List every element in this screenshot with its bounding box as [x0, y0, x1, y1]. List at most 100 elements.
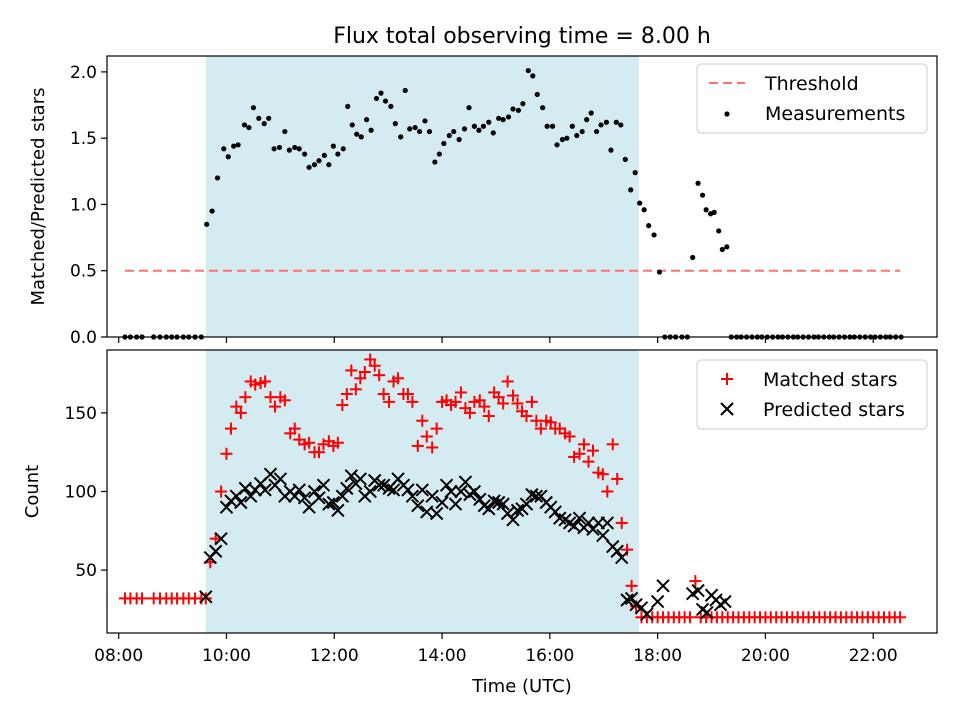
matched-star-point — [401, 388, 414, 401]
measurement-point — [520, 101, 526, 107]
measurement-point — [656, 269, 663, 275]
top-ytick-label: 0.0 — [70, 328, 97, 348]
matched-star-point — [582, 455, 595, 468]
measurement-point — [363, 117, 370, 123]
top-y-axis-label: Matched/Predicted stars — [28, 88, 49, 306]
measurement-point — [724, 244, 730, 250]
matched-star-point — [230, 400, 243, 413]
measurement-point — [412, 124, 418, 131]
matched-star-point — [625, 579, 638, 592]
measurement-point — [373, 95, 380, 102]
predicted-star-point — [214, 531, 228, 546]
predicted-star-point — [620, 593, 634, 607]
predicted-star-point — [353, 472, 368, 486]
bottom-legend-box — [696, 359, 928, 430]
predicted-star-point — [340, 481, 354, 496]
measurement-point — [282, 128, 288, 135]
predicted-star-point — [344, 469, 359, 483]
predicted-star-point — [415, 483, 429, 497]
measurement-point — [321, 152, 327, 159]
matched-star-point — [525, 395, 538, 408]
matched-star-point — [349, 383, 362, 396]
ratio-panel: 0.00.51.01.52.0 Matched/Predicted stars … — [28, 55, 938, 348]
measurement-point — [641, 207, 647, 213]
matched-star-point — [426, 441, 439, 454]
matched-star-point — [268, 400, 281, 413]
measurement-point — [588, 110, 594, 116]
measurement-point — [271, 146, 277, 152]
matched-legend-swatch — [721, 373, 733, 385]
measurement-point — [525, 67, 531, 74]
predicted-star-point — [519, 497, 534, 511]
predicted-star-point — [444, 484, 458, 499]
top-y-ticks: 0.0 0.5 1.0 1.5 2.0 — [70, 63, 107, 348]
matched-star-point — [239, 391, 252, 404]
measurement-point — [490, 130, 496, 136]
measurement-point — [569, 123, 575, 129]
measurement-point — [340, 146, 346, 152]
bottom-ytick-label: 50 — [75, 561, 97, 581]
measurement-point — [530, 73, 536, 79]
top-ytick-label: 1.5 — [70, 129, 97, 149]
xtick-label: 16:00 — [525, 646, 574, 666]
matched-star-point — [573, 447, 586, 460]
bottom-ytick-label: 100 — [65, 483, 97, 503]
matched-star-point — [894, 611, 907, 624]
predicted-star-point — [510, 503, 525, 518]
predicted-star-point — [435, 495, 449, 510]
predicted-legend-swatch — [720, 402, 734, 416]
predicted-star-point — [700, 605, 714, 620]
measurement-point — [311, 162, 318, 168]
top-ytick-label: 2.0 — [70, 63, 97, 83]
matched-star-point — [336, 399, 349, 412]
matched-star-point — [199, 592, 212, 605]
predicted-star-point — [316, 478, 331, 492]
matched-star-point — [544, 416, 557, 429]
predicted-star-point — [467, 484, 482, 499]
measurement-point — [466, 105, 472, 111]
measurement-point — [392, 120, 398, 127]
xtick-label: 14:00 — [418, 646, 467, 666]
matched-star-point — [473, 394, 486, 407]
predicted-star-point — [448, 497, 463, 511]
matched-star-point — [689, 575, 702, 588]
measurement-point — [598, 122, 604, 128]
matched-star-point — [478, 400, 491, 413]
matched-star-point — [368, 359, 381, 372]
predicted-star-point — [482, 502, 496, 516]
top-x-ticks — [118, 337, 874, 343]
measurement-point — [719, 246, 725, 253]
predicted-star-point — [487, 494, 501, 508]
measurement-point — [204, 221, 210, 227]
observing-window-top — [205, 56, 639, 337]
matched-star-point — [563, 430, 576, 443]
matched-star-point — [454, 386, 467, 399]
predicted-star-point — [307, 484, 322, 499]
measurement-point — [534, 91, 540, 98]
matched-star-point — [606, 438, 619, 451]
matched-star-point — [492, 391, 505, 404]
count-panel: 50 100 150 08:00 10:00 12:00 14:00 16:00 18:00 2… — [22, 349, 938, 697]
matched-star-point — [520, 410, 533, 423]
measurement-point — [618, 122, 624, 128]
predicted-star-point — [263, 467, 278, 481]
predicted-star-point — [258, 483, 272, 497]
predicted-star-point — [610, 544, 624, 558]
matched-star-point — [596, 468, 609, 481]
measurement-point — [646, 223, 652, 229]
predicted-star-point — [363, 484, 377, 499]
measurement-point — [358, 134, 364, 140]
top-legend-box — [696, 63, 928, 134]
measurement-point — [326, 162, 332, 168]
matched-star-point — [534, 422, 547, 435]
measurement-point — [261, 120, 267, 127]
measurement-point — [266, 115, 272, 121]
measurement-point — [486, 119, 492, 125]
xtick-label: 08:00 — [94, 646, 143, 666]
bottom-legend: Matched stars Predicted stars — [696, 359, 928, 430]
measurement-point — [354, 131, 360, 137]
measurement-point — [241, 122, 248, 128]
bottom-y-axis-label: Count — [22, 465, 43, 518]
measurement-point — [250, 105, 257, 111]
